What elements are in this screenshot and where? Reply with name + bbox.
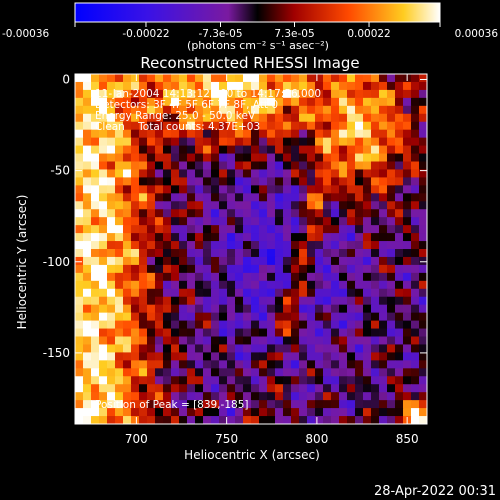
annotation-clean-counts: Clean Total counts: 4.37E+03 <box>95 121 260 133</box>
plot-frame <box>74 73 428 425</box>
annotation-time-range: 11-Jan-2004 14:13:12.000 to 14:17:56.000 <box>95 88 321 100</box>
timestamp: 28-Apr-2022 00:31 <box>374 484 496 499</box>
annotation-energy-range: Energy Range: 25.0 - 50.0 keV <box>95 110 256 122</box>
x-tick-label: 850 <box>396 432 419 446</box>
colorbar-tick-label: -0.00022 <box>122 28 169 40</box>
y-tick-label: -100 <box>43 255 70 269</box>
chart-title: Reconstructed RHESSI Image <box>140 54 359 72</box>
colorbar <box>74 2 441 23</box>
x-tick-label: 800 <box>305 432 328 446</box>
axes: 700 750 800 850 0 -50 -100 -150 <box>43 72 427 446</box>
colorbar-tick-label: 7.3e-05 <box>274 28 314 40</box>
colorbar-tick-label: -7.3e-05 <box>198 28 242 40</box>
colorbar-tick-label: 0.00036 <box>455 28 499 40</box>
annotation-detectors: Detectors: 3F 4F 5F 6F 7F 8F, Att 0 <box>95 99 278 111</box>
colorbar-unit-label: (photons cm⁻² s⁻¹ asec⁻²) <box>187 39 329 52</box>
peak-position-label: Position of Peak = [839,-185] <box>95 399 249 411</box>
y-axis-label: Heliocentric Y (arcsec) <box>15 195 29 330</box>
colorbar-tick-label: 0.00022 <box>347 28 390 40</box>
x-tick-label: 750 <box>215 432 238 446</box>
y-tick-label: -50 <box>50 164 70 178</box>
colorbar-ticks: -0.00036 -0.00022 -7.3e-05 7.3e-05 0.00022 0.… <box>2 22 498 40</box>
y-tick-label: -150 <box>43 346 70 360</box>
heatmap-image <box>75 74 427 424</box>
x-tick-label: 700 <box>125 432 148 446</box>
y-tick-label: 0 <box>62 72 70 86</box>
colorbar-tick-label: -0.00036 <box>2 28 50 40</box>
x-axis-label: Heliocentric X (arcsec) <box>184 448 320 462</box>
